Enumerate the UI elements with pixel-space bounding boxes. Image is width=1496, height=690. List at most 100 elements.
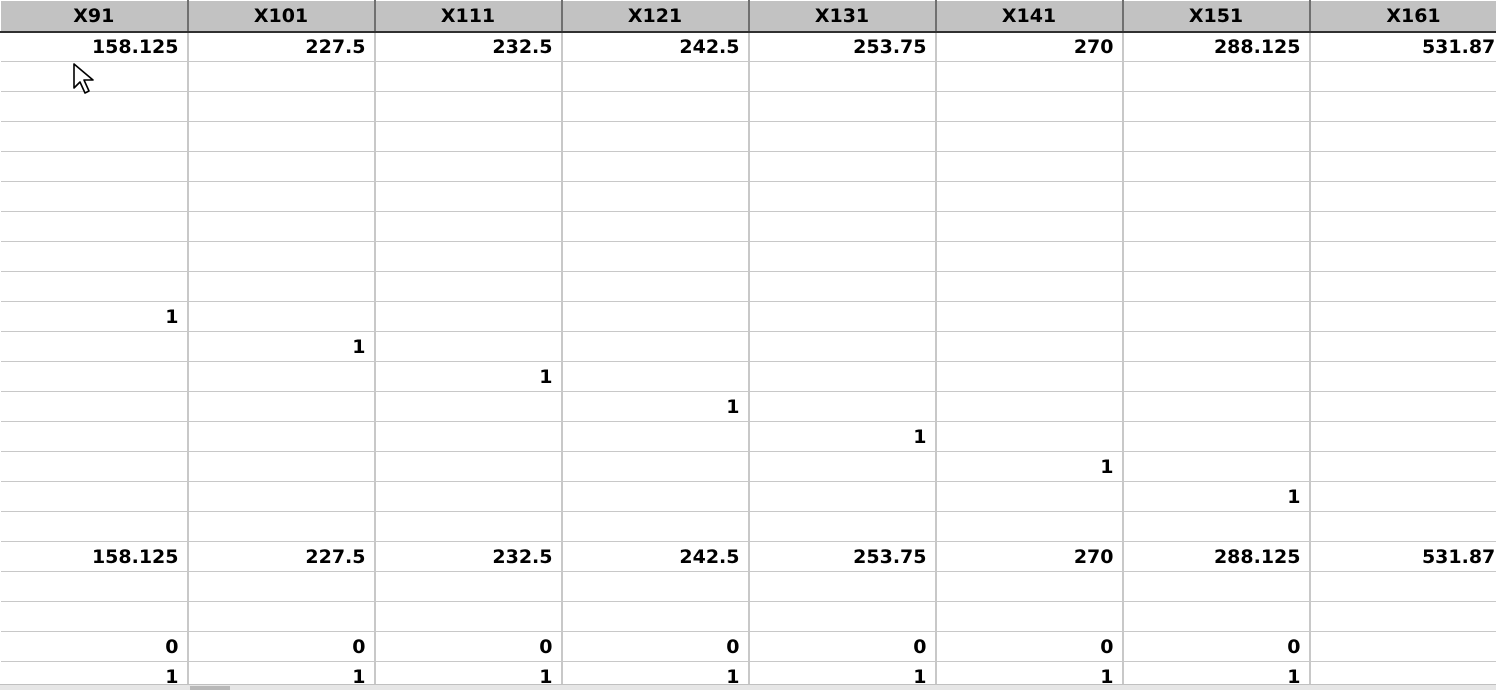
- grid-cell[interactable]: [1122, 451, 1311, 482]
- column-header-x111[interactable]: X111: [374, 0, 563, 33]
- grid-cell[interactable]: [935, 91, 1124, 122]
- grid-cell[interactable]: [1309, 61, 1496, 92]
- grid-cell[interactable]: 242.5: [561, 31, 750, 62]
- grid-cell[interactable]: [1309, 421, 1496, 452]
- grid-cell[interactable]: [561, 271, 750, 302]
- grid-cell[interactable]: [1122, 391, 1311, 422]
- grid-cell[interactable]: [187, 481, 376, 512]
- grid-cell[interactable]: [374, 301, 563, 332]
- grid-cell[interactable]: [374, 601, 563, 632]
- grid-cell[interactable]: [187, 391, 376, 422]
- grid-cell[interactable]: [1122, 361, 1311, 392]
- grid-cell[interactable]: [0, 271, 189, 302]
- grid-cell[interactable]: [561, 181, 750, 212]
- grid-cell[interactable]: [187, 601, 376, 632]
- grid-cell[interactable]: [935, 391, 1124, 422]
- column-header-x91[interactable]: X91: [0, 0, 189, 33]
- grid-cell[interactable]: [187, 271, 376, 302]
- grid-cell[interactable]: 1: [935, 451, 1124, 482]
- grid-cell[interactable]: [748, 61, 937, 92]
- grid-cell[interactable]: [0, 391, 189, 422]
- grid-cell[interactable]: [748, 601, 937, 632]
- grid-cell[interactable]: [0, 121, 189, 152]
- grid-cell[interactable]: [935, 301, 1124, 332]
- grid-cell[interactable]: 1: [748, 421, 937, 452]
- grid-cell[interactable]: [935, 331, 1124, 362]
- grid-cell[interactable]: [935, 421, 1124, 452]
- grid-cell[interactable]: 0: [0, 631, 189, 662]
- grid-cell[interactable]: [0, 331, 189, 362]
- grid-cell[interactable]: [187, 451, 376, 482]
- grid-cell[interactable]: [748, 241, 937, 272]
- grid-cell[interactable]: [1309, 301, 1496, 332]
- grid-cell[interactable]: [374, 151, 563, 182]
- grid-cell[interactable]: [0, 511, 189, 542]
- grid-cell[interactable]: [1309, 391, 1496, 422]
- grid-cell[interactable]: [0, 151, 189, 182]
- grid-cell[interactable]: [935, 181, 1124, 212]
- grid-cell[interactable]: 1: [1122, 481, 1311, 512]
- column-header-x121[interactable]: X121: [561, 0, 750, 33]
- grid-cell[interactable]: [187, 181, 376, 212]
- grid-cell[interactable]: [1309, 601, 1496, 632]
- grid-cell[interactable]: [748, 481, 937, 512]
- grid-cell[interactable]: [748, 391, 937, 422]
- grid-cell[interactable]: [374, 61, 563, 92]
- grid-cell[interactable]: [561, 481, 750, 512]
- grid-cell[interactable]: [1309, 121, 1496, 152]
- grid-cell[interactable]: [748, 151, 937, 182]
- grid-cell[interactable]: [935, 241, 1124, 272]
- grid-cell[interactable]: 232.5: [374, 31, 563, 62]
- grid-cell[interactable]: [187, 211, 376, 242]
- scrollbar-thumb[interactable]: [190, 686, 230, 690]
- grid-cell[interactable]: [187, 151, 376, 182]
- grid-cell[interactable]: [0, 421, 189, 452]
- grid-cell[interactable]: 0: [561, 631, 750, 662]
- grid-cell[interactable]: [935, 481, 1124, 512]
- grid-cell[interactable]: [187, 361, 376, 392]
- grid-cell[interactable]: [187, 301, 376, 332]
- grid-cell[interactable]: [0, 601, 189, 632]
- grid-cell[interactable]: 1: [0, 301, 189, 332]
- grid-cell[interactable]: [374, 211, 563, 242]
- grid-cell[interactable]: 158.125: [0, 31, 189, 62]
- grid-cell[interactable]: [374, 121, 563, 152]
- grid-cell[interactable]: [1309, 271, 1496, 302]
- grid-cell[interactable]: [1122, 241, 1311, 272]
- grid-cell[interactable]: [1309, 181, 1496, 212]
- grid-cell[interactable]: [187, 571, 376, 602]
- grid-cell[interactable]: 158.125: [0, 541, 189, 572]
- grid-cell[interactable]: 288.125: [1122, 541, 1311, 572]
- grid-cell[interactable]: 531.875: [1309, 31, 1496, 62]
- grid-cell[interactable]: [374, 331, 563, 362]
- grid-cell[interactable]: [0, 211, 189, 242]
- grid-cell[interactable]: [0, 61, 189, 92]
- grid-cell[interactable]: [935, 271, 1124, 302]
- grid-cell[interactable]: [0, 181, 189, 212]
- grid-cell[interactable]: [748, 571, 937, 602]
- grid-cell[interactable]: [561, 601, 750, 632]
- grid-cell[interactable]: [935, 571, 1124, 602]
- column-header-x161[interactable]: X161: [1309, 0, 1496, 33]
- grid-cell[interactable]: [935, 511, 1124, 542]
- grid-cell[interactable]: [187, 241, 376, 272]
- grid-cell[interactable]: [748, 361, 937, 392]
- grid-cell[interactable]: [561, 421, 750, 452]
- grid-cell[interactable]: [1122, 151, 1311, 182]
- grid-cell[interactable]: [1309, 211, 1496, 242]
- grid-cell[interactable]: 0: [187, 631, 376, 662]
- column-header-x151[interactable]: X151: [1122, 0, 1311, 33]
- grid-cell[interactable]: [561, 211, 750, 242]
- grid-cell[interactable]: [0, 571, 189, 602]
- grid-cell[interactable]: 227.5: [187, 31, 376, 62]
- grid-cell[interactable]: 1: [374, 361, 563, 392]
- grid-cell[interactable]: [1122, 211, 1311, 242]
- grid-cell[interactable]: [1122, 271, 1311, 302]
- grid-cell[interactable]: [374, 571, 563, 602]
- grid-cell[interactable]: 1: [1309, 511, 1496, 542]
- grid-cell[interactable]: [1309, 571, 1496, 602]
- grid-cell[interactable]: 288.125: [1122, 31, 1311, 62]
- grid-cell[interactable]: [1309, 331, 1496, 362]
- grid-cell[interactable]: [374, 421, 563, 452]
- grid-cell[interactable]: [561, 571, 750, 602]
